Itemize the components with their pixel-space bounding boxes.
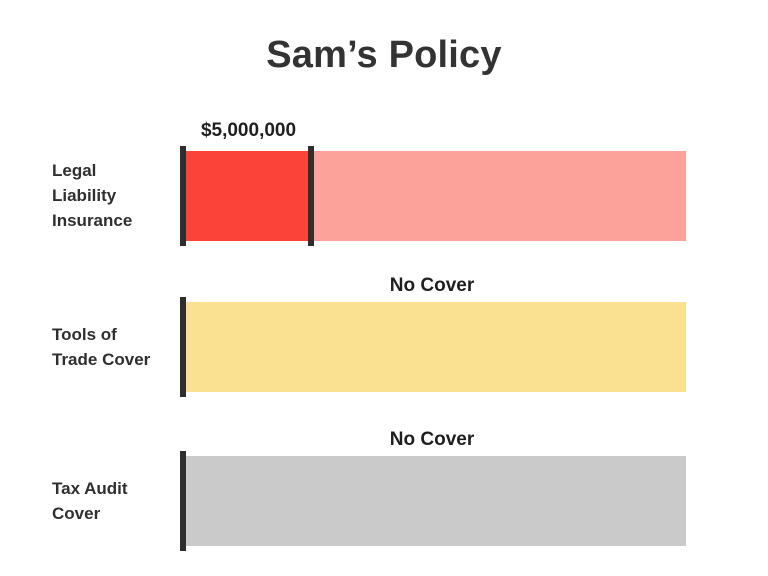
value-label-tools-of-trade: No Cover <box>389 275 475 296</box>
row-label-line: Tax Audit <box>52 479 128 498</box>
row-label-line: Tools of <box>52 325 117 344</box>
bar-fill-legal-liability <box>186 151 311 241</box>
row-label-line: Insurance <box>52 211 133 230</box>
value-label-tax-audit: No Cover <box>389 429 475 450</box>
row-label-line: Legal <box>52 161 97 180</box>
chart-title: Sam’s Policy <box>266 34 502 76</box>
bar-track-tools-of-trade <box>186 302 686 392</box>
bar-track-tax-audit <box>186 456 686 546</box>
row-label-tax-audit: Tax Audit Cover <box>52 476 172 526</box>
bar-baseline-tick <box>180 451 186 551</box>
value-label-legal-liability: $5,000,000 <box>200 120 297 141</box>
bar-baseline-tick <box>180 146 186 246</box>
bar-value-tick <box>308 146 314 246</box>
row-label-legal-liability: Legal Liability Insurance <box>52 158 172 233</box>
bar-track-legal-liability <box>186 151 686 241</box>
row-label-line: Cover <box>52 504 101 523</box>
row-label-line: Liability <box>52 186 117 205</box>
row-label-tools-of-trade: Tools of Trade Cover <box>52 322 172 372</box>
bar-baseline-tick <box>180 297 186 397</box>
row-label-line: Trade Cover <box>52 350 151 369</box>
